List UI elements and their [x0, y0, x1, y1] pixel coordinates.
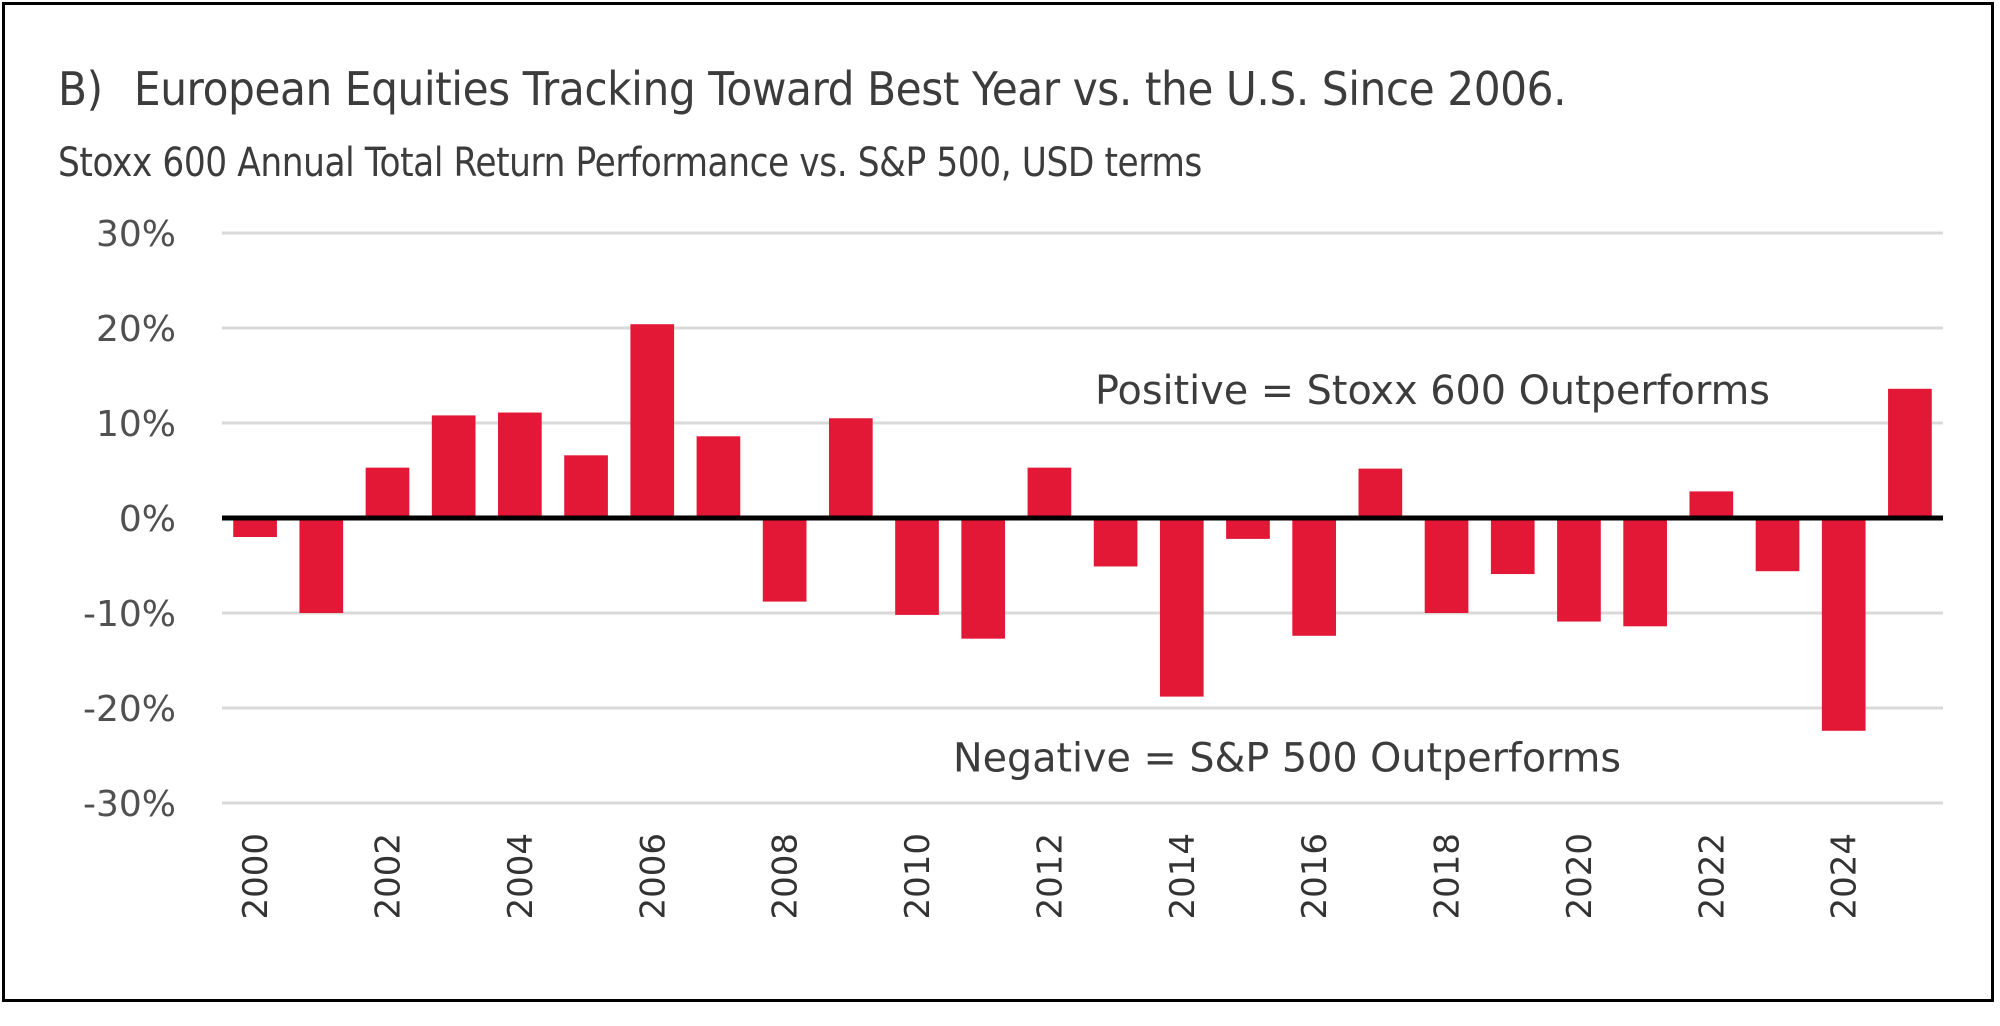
panel-tag: B): [58, 62, 103, 116]
bar-2011: [961, 518, 1006, 639]
bar-2005: [564, 455, 608, 518]
x-tick-label: 2016: [1295, 833, 1335, 920]
x-tick-label: 2018: [1428, 833, 1468, 920]
x-tick-label: 2010: [898, 833, 938, 920]
bar-2018: [1424, 518, 1469, 613]
x-tick-label: 2004: [501, 833, 541, 920]
x-tick-label: 2012: [1030, 833, 1070, 920]
x-tick-label: 2024: [1825, 833, 1865, 920]
x-tick-label: 2006: [633, 833, 673, 920]
bar-2013: [1093, 518, 1138, 567]
title-text: European Equities Tracking Toward Best Y…: [133, 62, 1567, 116]
bar-2004: [498, 412, 542, 518]
y-tick-label: -20%: [83, 689, 176, 730]
annotation-negative: Negative = S&P 500 Outperforms: [953, 736, 1621, 782]
chart-frame: [2, 2, 1994, 1002]
chart-subtitle: Stoxx 600 Annual Total Return Performanc…: [58, 140, 1202, 186]
annotations: Positive = Stoxx 600 Outperforms Negative…: [953, 368, 1770, 782]
x-tick-label: 2008: [766, 833, 806, 920]
y-tick-label: 0%: [119, 499, 176, 540]
x-tick-label: 2022: [1692, 833, 1732, 920]
chart-title: B) European Equities Tracking Toward Best…: [58, 62, 1567, 116]
bar-2025: [1888, 388, 1932, 518]
y-tick-label: -10%: [83, 594, 176, 635]
bar-2024: [1821, 518, 1866, 731]
bars: [233, 324, 1932, 731]
bar-2000: [233, 518, 277, 537]
annotation-positive: Positive = Stoxx 600 Outperforms: [1095, 368, 1770, 414]
bar-2017: [1358, 468, 1403, 518]
bar-2009: [828, 418, 873, 518]
bar-2006: [630, 324, 675, 518]
bar-2015: [1226, 518, 1270, 539]
y-axis-tick-labels: 30% 20% 10% 0% -10% -20% -30%: [83, 214, 176, 825]
bar-2010: [895, 518, 939, 615]
bar-2016: [1292, 518, 1337, 636]
x-axis-tick-labels: 2000 2002 2004 2006 2008 2010 2012 2014 2016 2018…: [236, 833, 1865, 920]
bar-2021: [1623, 518, 1667, 627]
y-tick-label: 30%: [96, 214, 176, 255]
x-tick-label: 2014: [1163, 833, 1203, 920]
x-tick-label: 2020: [1560, 833, 1600, 920]
bar-2012: [1027, 467, 1072, 518]
bar-2014: [1159, 518, 1204, 697]
bar-2001: [299, 518, 344, 613]
bar-2007: [696, 436, 741, 518]
bar-2019: [1490, 518, 1535, 575]
bar-2008: [762, 518, 807, 602]
y-tick-label: 20%: [96, 309, 176, 350]
x-tick-label: 2002: [368, 833, 408, 920]
bar-2003: [431, 415, 476, 518]
bar-2020: [1557, 518, 1601, 622]
x-tick-label: 2000: [236, 833, 276, 920]
bar-2022: [1689, 491, 1734, 518]
y-tick-label: 10%: [96, 404, 176, 445]
bar-2023: [1755, 518, 1800, 572]
y-tick-label: -30%: [83, 784, 176, 825]
bar-2002: [365, 467, 410, 518]
